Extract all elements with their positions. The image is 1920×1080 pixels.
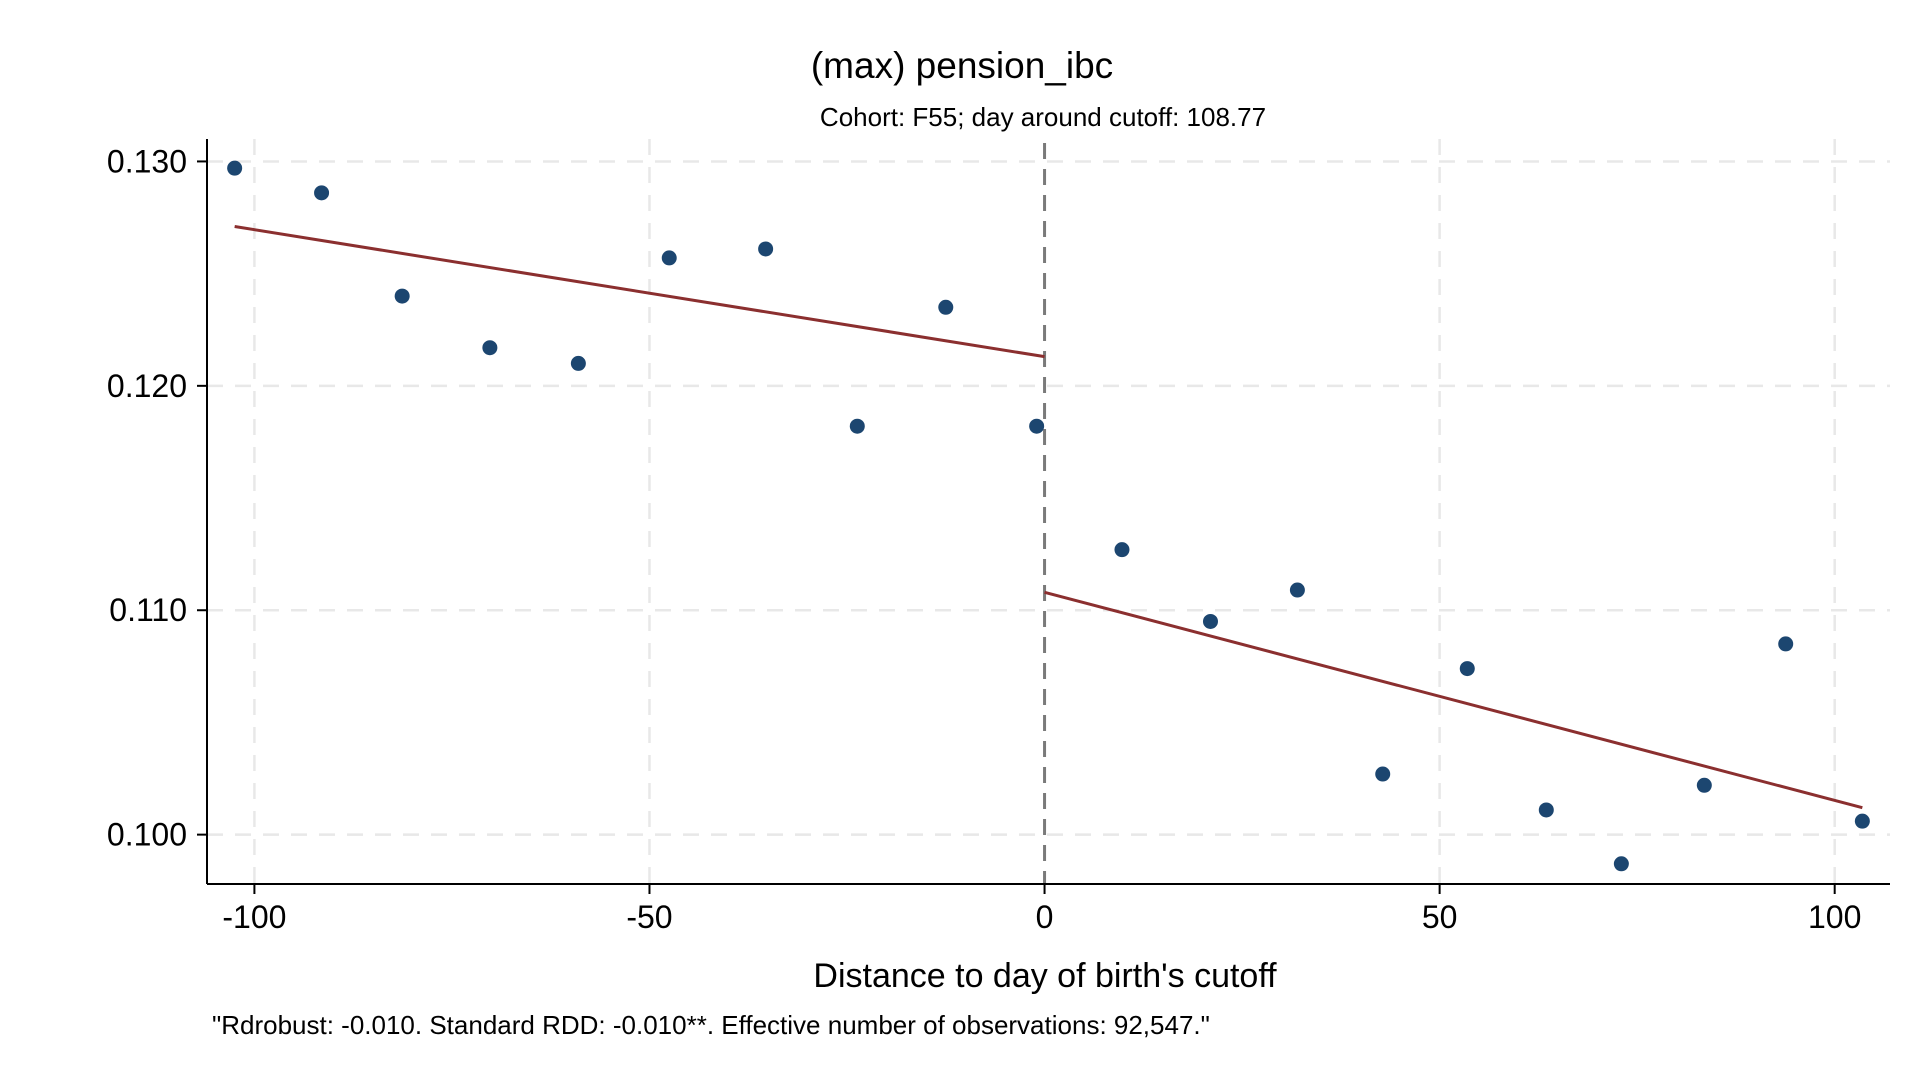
data-point [570,355,586,371]
x-tick-label: 100 [1808,899,1861,935]
fit-layer [234,225,1863,810]
data-point [227,160,243,176]
fit-left-line [234,225,1045,359]
axis-layer: -100 -50 0 50 100 0.100 0.110 0.120 0.130 [107,139,1890,935]
x-tick-label: 0 [1036,899,1054,935]
data-point [1696,777,1712,793]
data-point [849,418,865,434]
chart-subtitle: Cohort: F55; day around cutoff: 108.77 [820,102,1266,132]
x-tick-label: -50 [626,899,672,935]
data-point [1114,542,1130,558]
chart-note: "Rdrobust: -0.010. Standard RDD: -0.010*… [212,1010,1210,1040]
chart-title: (max) pension_ibc [811,45,1113,86]
data-point [938,299,954,315]
y-tick-label: 0.110 [109,592,187,628]
data-point [482,340,498,356]
data-point [1289,582,1305,598]
x-axis-label: Distance to day of birth's cutoff [813,957,1277,995]
data-point [394,288,410,304]
x-tick-label: -100 [222,899,286,935]
data-point [1778,636,1794,652]
point-layer [227,160,1870,872]
data-point [661,250,677,266]
data-point [1538,802,1554,818]
data-point [314,185,330,201]
y-tick-label: 0.130 [107,143,187,179]
y-tick-label: 0.100 [107,817,187,853]
data-point [1029,418,1045,434]
data-point [1202,613,1218,629]
y-tick-label: 0.120 [107,368,187,404]
data-point [1854,813,1870,829]
data-point [1375,766,1391,782]
x-tick-label: 50 [1422,899,1458,935]
data-point [1613,856,1629,872]
data-point [758,241,774,257]
fit-right-line [1044,590,1863,810]
data-point [1459,661,1475,677]
grid-layer [207,139,1890,884]
